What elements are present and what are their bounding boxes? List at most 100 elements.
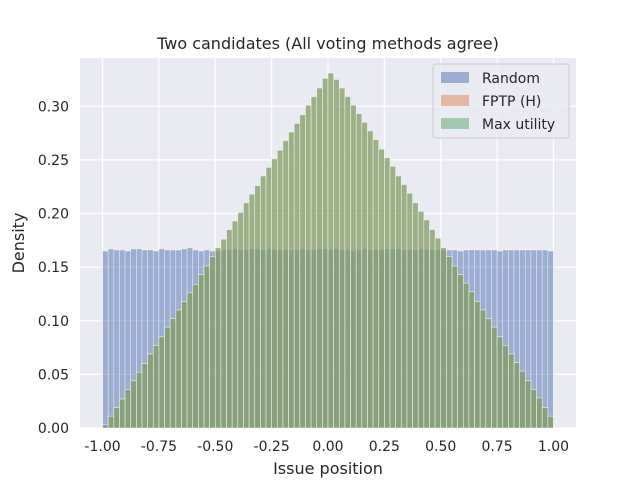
histogram-bar (248, 193, 256, 429)
histogram-bar (372, 139, 380, 429)
histogram-bar (541, 249, 549, 429)
x-tick-label: -1.00 (84, 439, 120, 455)
histogram-bar (214, 247, 222, 429)
histogram-bar (113, 407, 120, 429)
histogram-bar (344, 96, 351, 429)
histogram-bar (440, 247, 447, 429)
histogram-bar (299, 114, 306, 429)
x-tick-label: 0.50 (425, 439, 456, 455)
histogram-bar (451, 265, 458, 429)
x-tick-label: -0.75 (141, 439, 177, 455)
histogram-bar (305, 104, 312, 429)
histogram-bar (271, 158, 278, 429)
x-tick-label: 0.25 (369, 439, 400, 455)
chart-title: Two candidates (All voting methods agree… (156, 34, 499, 53)
histogram-bar (333, 79, 340, 429)
y-axis-label: Density (9, 213, 28, 274)
histogram-bar (395, 175, 402, 429)
histogram-bar (547, 415, 554, 429)
histogram-bar (152, 345, 160, 429)
histogram-bar (468, 291, 475, 429)
histogram-bar (400, 184, 408, 429)
histogram-bar (406, 192, 413, 429)
histogram-bar (260, 175, 267, 429)
y-tick-label: 0.15 (38, 260, 69, 276)
histogram-bar (389, 166, 396, 429)
histogram-bar (462, 282, 470, 429)
histogram-bar (536, 397, 543, 429)
histogram-bar (338, 87, 346, 429)
histogram-bar (355, 113, 363, 429)
histogram-bar (423, 219, 430, 429)
histogram-bar (282, 140, 289, 429)
histogram-bar (496, 336, 504, 429)
histogram-bar (102, 250, 109, 429)
histogram-bar (130, 380, 137, 429)
histogram-bar (220, 238, 227, 429)
legend-swatch (441, 72, 469, 83)
series-max-utility-bars (102, 72, 554, 429)
histogram-bar (429, 229, 436, 429)
histogram-bar (367, 130, 374, 429)
legend: Random FPTP (H) Max utility (432, 63, 570, 139)
histogram-bar (519, 370, 526, 429)
y-axis-ticks: 0.00 0.05 0.10 0.15 0.20 0.25 0.30 (38, 99, 69, 437)
histogram-bar (254, 185, 261, 429)
histogram-bar (479, 309, 487, 429)
histogram-bar (412, 202, 419, 429)
histogram-bar (102, 424, 109, 429)
histogram-bar (226, 229, 233, 429)
legend-label: FPTP (H) (482, 94, 541, 110)
legend-label: Random (482, 71, 540, 87)
histogram-bar (293, 123, 301, 429)
legend-label: Max utility (482, 117, 555, 133)
histogram-bar (231, 220, 239, 429)
x-tick-label: 0.00 (312, 439, 343, 455)
histogram-bar (508, 353, 515, 429)
histogram-bar (350, 104, 357, 429)
y-tick-label: 0.20 (38, 207, 69, 223)
histogram-bar (209, 256, 216, 429)
histogram-bar (175, 309, 182, 429)
y-tick-label: 0.25 (38, 153, 69, 169)
histogram-bar (502, 345, 509, 429)
x-tick-label: -0.50 (197, 439, 233, 455)
x-tick-label: 0.75 (482, 439, 513, 455)
y-tick-label: 0.00 (38, 421, 69, 437)
histogram-bar (198, 274, 205, 429)
histogram-bar (378, 148, 385, 429)
histogram-bar (107, 248, 115, 429)
histogram-bar (457, 274, 464, 429)
x-axis-ticks: -1.00 -0.75 -0.50 -0.25 0.00 0.25 0.50 0.75 1.00 (84, 439, 569, 455)
histogram-bar (169, 318, 177, 429)
histogram-bar (322, 78, 329, 429)
histogram-bar (530, 389, 537, 429)
x-tick-label: 1.00 (538, 439, 569, 455)
histogram-bar (265, 167, 272, 429)
histogram-bar (513, 362, 520, 429)
legend-swatch (441, 95, 469, 106)
histogram-bar (237, 212, 244, 429)
x-axis-label: Issue position (273, 459, 383, 478)
histogram-bar (446, 256, 453, 429)
histogram-bar (243, 202, 250, 429)
histogram-bar (158, 336, 165, 429)
x-tick-label: -0.25 (254, 439, 290, 455)
histogram-bar (384, 157, 391, 429)
histogram-bar (310, 96, 318, 429)
histogram-bar (192, 283, 199, 429)
histogram-bar (141, 363, 148, 429)
histogram-bar (147, 353, 154, 429)
y-tick-label: 0.10 (38, 314, 69, 330)
histogram-bar (276, 149, 284, 429)
y-tick-label: 0.30 (38, 99, 69, 115)
histogram-bar (164, 326, 171, 429)
histogram-bar (119, 398, 126, 429)
histogram-bar (203, 265, 210, 429)
histogram-bar (474, 301, 481, 429)
histogram-bar (547, 250, 554, 429)
histogram-bar (113, 249, 120, 429)
histogram-bar (124, 389, 132, 429)
histogram-bar (136, 371, 143, 429)
